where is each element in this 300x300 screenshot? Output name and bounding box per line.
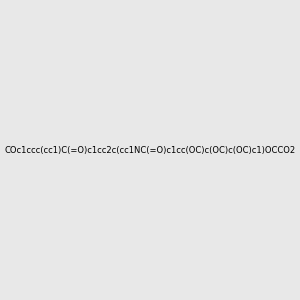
- Text: COc1ccc(cc1)C(=O)c1cc2c(cc1NC(=O)c1cc(OC)c(OC)c(OC)c1)OCCO2: COc1ccc(cc1)C(=O)c1cc2c(cc1NC(=O)c1cc(OC…: [4, 146, 296, 154]
